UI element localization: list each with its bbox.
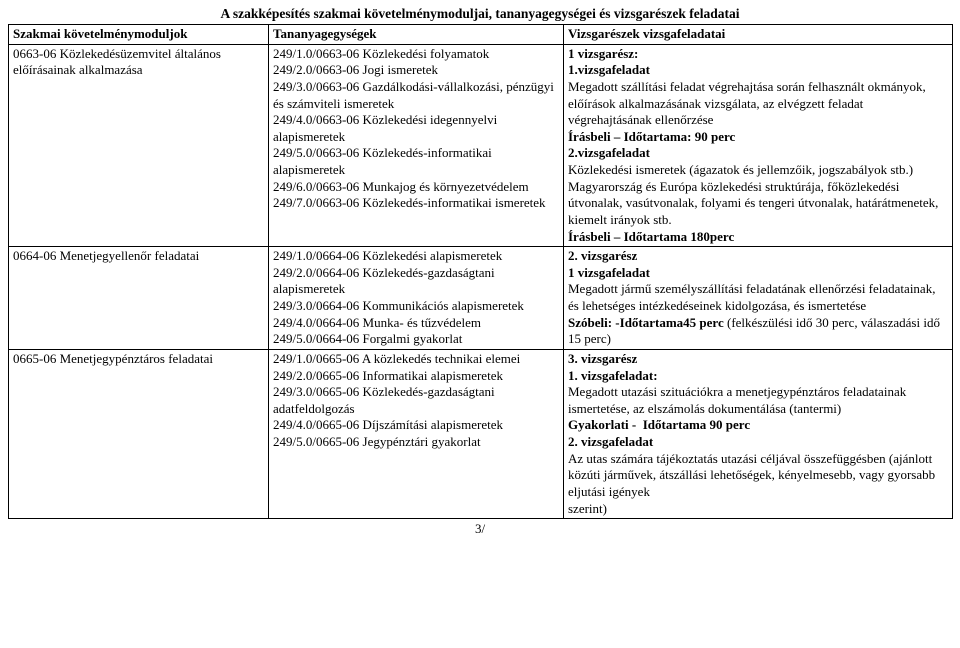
cell-units: 249/1.0/0664-06 Közlekedési alapismerete… <box>269 247 564 350</box>
table-row: 0663-06 Közlekedésüzemvitel általános el… <box>9 44 953 247</box>
cell-module: 0664-06 Menetjegyellenőr feladatai <box>9 247 269 350</box>
col-header-modules: Szakmai követelménymoduljok <box>9 25 269 45</box>
content-table: Szakmai követelménymoduljok Tananyagegys… <box>8 24 953 519</box>
cell-exam: 2. vizsgarész1 vizsgafeladatMegadott jár… <box>564 247 953 350</box>
col-header-units: Tananyagegységek <box>269 25 564 45</box>
cell-module: 0663-06 Közlekedésüzemvitel általános el… <box>9 44 269 247</box>
cell-units: 249/1.0/0663-06 Közlekedési folyamatok 2… <box>269 44 564 247</box>
table-row: 0665-06 Menetjegypénztáros feladatai 249… <box>9 349 953 518</box>
cell-exam: 3. vizsgarész1. vizsgafeladat:Megadott u… <box>564 349 953 518</box>
cell-exam: 1 vizsgarész:1.vizsgafeladatMegadott szá… <box>564 44 953 247</box>
page-number: 3/ <box>8 521 952 537</box>
col-header-exam: Vizsgarészek vizsgafeladatai <box>564 25 953 45</box>
table-row: 0664-06 Menetjegyellenőr feladatai 249/1… <box>9 247 953 350</box>
page-title: A szakképesítés szakmai követelménymodul… <box>8 6 952 22</box>
cell-units: 249/1.0/0665-06 A közlekedés technikai e… <box>269 349 564 518</box>
table-header-row: Szakmai követelménymoduljok Tananyagegys… <box>9 25 953 45</box>
cell-module: 0665-06 Menetjegypénztáros feladatai <box>9 349 269 518</box>
